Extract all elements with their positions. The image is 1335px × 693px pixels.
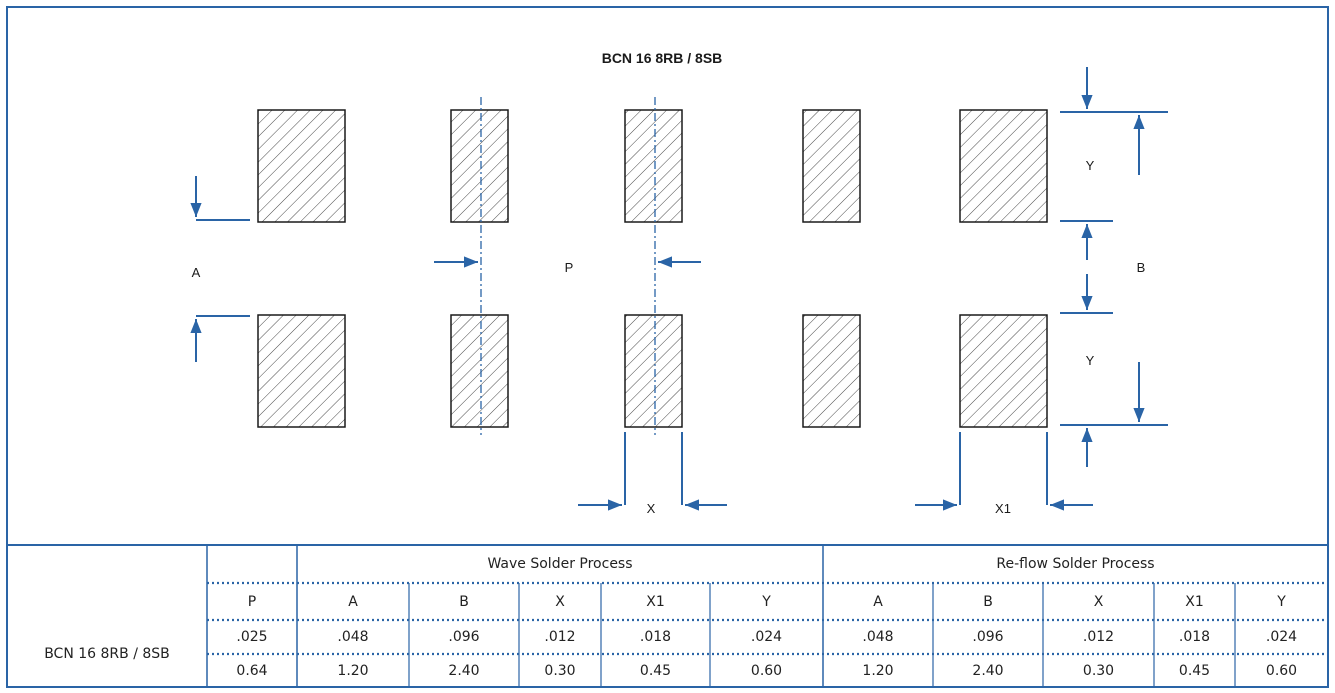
table-header-cell: B <box>983 593 993 610</box>
label-x: X <box>647 501 656 516</box>
table-header-cell: B <box>459 593 469 610</box>
table-header-cell: Y <box>762 593 771 610</box>
table-header-cell: X1 <box>646 593 665 610</box>
table-cell-mm: 0.60 <box>1265 662 1298 679</box>
pad <box>802 109 861 223</box>
label-x1: X1 <box>995 501 1011 516</box>
table-header-cell: X <box>1093 593 1104 610</box>
table-cell-mm: 1.20 <box>862 662 894 679</box>
pad <box>959 109 1048 223</box>
table-cell-inch: .012 <box>544 629 576 645</box>
table-cell-mm: 2.40 <box>448 662 480 679</box>
pad <box>257 109 346 223</box>
table-cell-inch: .096 <box>448 629 480 645</box>
label-y-bottom: Y <box>1086 353 1095 368</box>
table-header-cell: A <box>348 593 358 610</box>
table-cell-mm: 0.30 <box>544 662 576 679</box>
label-a: A <box>192 265 201 280</box>
table-header-cell: Y <box>1277 593 1286 610</box>
table-header-cell: P <box>247 593 257 610</box>
pad <box>450 314 509 428</box>
table-cell-mm: 0.45 <box>639 662 672 679</box>
table-cell-mm: 0.60 <box>750 662 783 679</box>
table-header-cell: A <box>873 593 883 610</box>
table-cell-mm: 1.20 <box>337 662 369 679</box>
table-grid <box>206 545 1328 687</box>
dimension-a <box>190 176 250 362</box>
pad <box>624 314 683 428</box>
table-cell-inch: .025 <box>236 629 268 645</box>
table-cell-mm: 0.45 <box>1178 662 1211 679</box>
table-cell-mm: 2.40 <box>972 662 1004 679</box>
table-group-wave: Wave Solder Process <box>487 556 633 572</box>
pads-top-row <box>257 109 1048 223</box>
pad <box>959 314 1048 428</box>
label-y-top: Y <box>1086 158 1095 173</box>
table-cell-inch: .012 <box>1082 629 1115 645</box>
pad <box>802 314 861 428</box>
pad <box>450 109 509 223</box>
pad <box>624 109 683 223</box>
pad <box>257 314 346 428</box>
dimension-x1 <box>915 432 1093 511</box>
table-row-label: BCN 16 8RB / 8SB <box>44 645 170 662</box>
table-cell-mm: 0.30 <box>1082 662 1115 679</box>
dimension-y-b <box>1060 67 1168 467</box>
outer-border <box>6 6 1329 688</box>
table-cell-inch: .024 <box>1265 629 1298 645</box>
table-cell-inch: .024 <box>750 629 783 645</box>
table-group-reflow: Re-flow Solder Process <box>996 556 1155 572</box>
diagram-title: BCN 16 8RB / 8SB <box>602 50 723 66</box>
table-cell-inch: .096 <box>972 629 1004 645</box>
pads-bottom-row <box>257 314 1048 428</box>
table-header-cell: X <box>555 593 565 610</box>
table-cell-inch: .018 <box>1178 629 1211 645</box>
table-cell-inch: .048 <box>337 629 369 645</box>
table-cell-inch: .018 <box>639 629 672 645</box>
label-b: B <box>1137 260 1146 275</box>
dimension-x <box>578 432 727 511</box>
table-header-cell: X1 <box>1185 593 1204 610</box>
table-cell-mm: 0.64 <box>236 662 268 679</box>
label-p: P <box>565 260 574 275</box>
table-cell-inch: .048 <box>862 629 894 645</box>
